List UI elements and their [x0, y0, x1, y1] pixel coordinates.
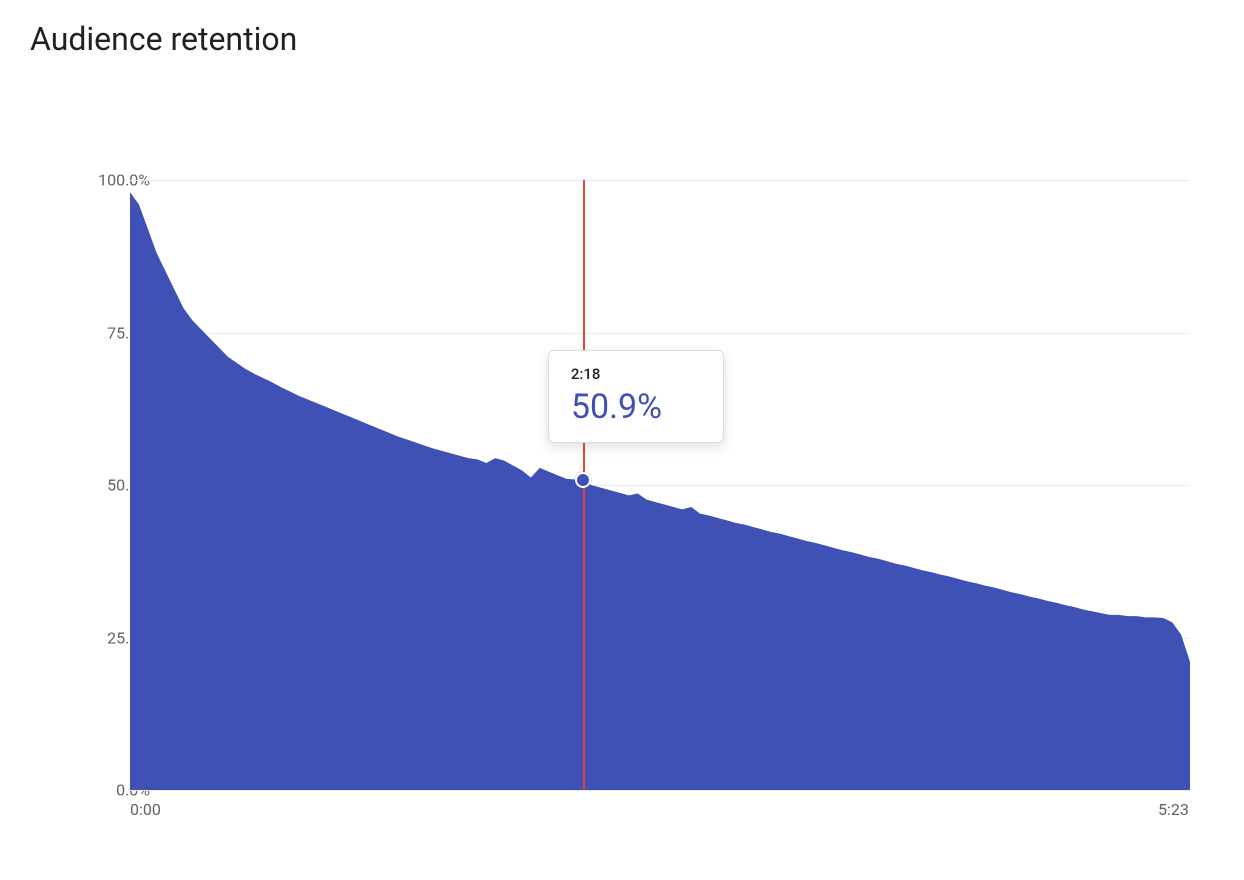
gridline-0 [130, 790, 1190, 791]
chart-title: Audience retention [30, 20, 297, 58]
tooltip-value-label: 50.9% [571, 389, 701, 426]
tooltip-time-label: 2:18 [571, 365, 701, 383]
x-tick-end: 5:23 [1158, 800, 1189, 819]
x-tick-start: 0:00 [130, 800, 161, 819]
plot-area[interactable]: 2:18 50.9% [130, 180, 1190, 790]
playhead-dot[interactable] [575, 472, 591, 488]
area-fill-svg [130, 180, 1190, 790]
retention-chart[interactable]: 100.0% 75.0% 50.0% 25.0% 0.0% 0:00 5:23 … [30, 140, 1220, 840]
retention-tooltip: 2:18 50.9% [548, 350, 724, 443]
